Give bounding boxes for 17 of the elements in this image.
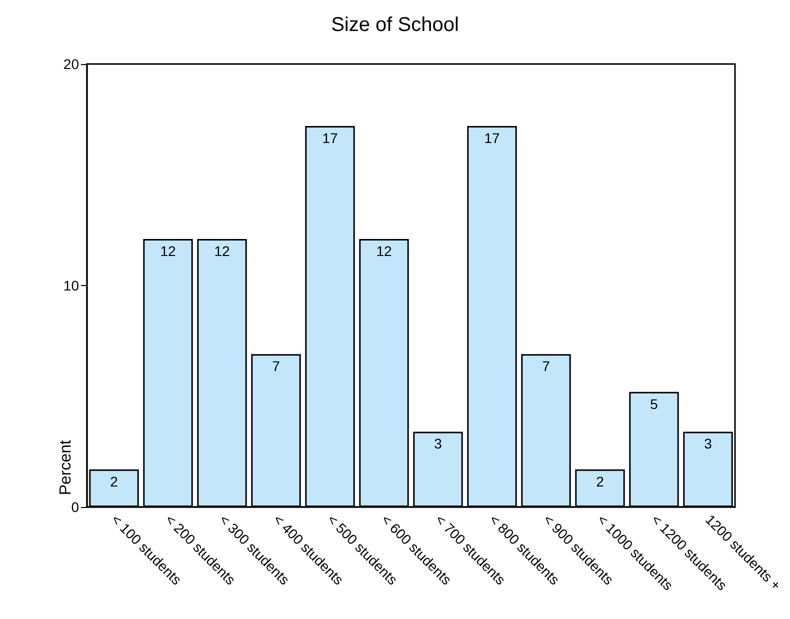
data-label: 2 (596, 473, 604, 490)
data-label: 2 (110, 473, 118, 490)
data-label: 3 (434, 436, 442, 452)
y-axis-title: Percent (58, 439, 74, 496)
data-label: 17 (322, 130, 338, 146)
data-label: 3 (704, 436, 712, 452)
data-label: 7 (272, 358, 280, 374)
data-label: 5 (650, 396, 658, 412)
chart-title: Size of School (331, 14, 459, 36)
data-label: 12 (160, 242, 176, 259)
y-tick-label: 0 (71, 499, 80, 515)
data-label: 17 (484, 130, 500, 146)
y-tick-label: 10 (63, 278, 80, 294)
data-label: 7 (542, 358, 550, 374)
y-tick-label: 20 (63, 56, 80, 72)
data-label: 12 (214, 242, 230, 259)
data-label: 12 (376, 242, 392, 259)
